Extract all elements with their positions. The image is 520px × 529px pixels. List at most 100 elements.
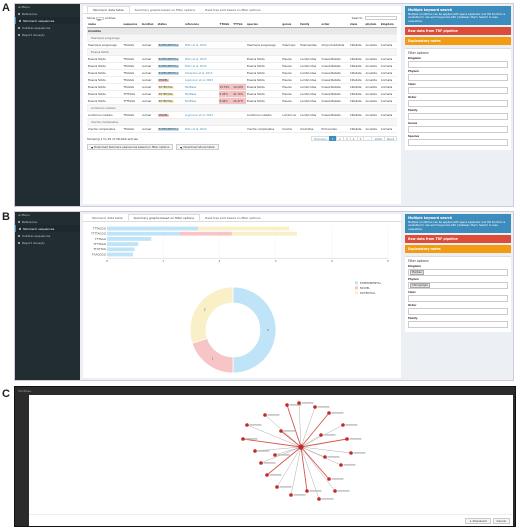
network-node[interactable] — [289, 493, 293, 497]
tab-summary-graphs[interactable]: Summary graphs based on filter options — [127, 214, 201, 221]
table-row[interactable]: Urechis complanatus TTAGGG nuclear EXPERIME… — [87, 125, 397, 133]
filter-chip[interactable]: Plantae — [410, 270, 424, 276]
network-node[interactable] — [323, 455, 327, 459]
table-subgroup-row[interactable]: Eisenia fetida — [87, 48, 397, 56]
cell-reference[interactable]: TeloBase — [183, 90, 219, 98]
sidebar-item-report[interactable]: Report issue(s) — [15, 31, 80, 38]
column-header-order[interactable]: order — [320, 22, 349, 28]
filter-input-class[interactable] — [408, 87, 508, 95]
tab-data-table[interactable]: Telomeric data table — [87, 6, 130, 13]
cell-reference[interactable]: Cobanllus et al. 2013 — [183, 69, 219, 77]
bar-segment[interactable] — [107, 242, 139, 246]
table-row[interactable]: Haemopis sanguisuga TTAGGG nuclear EXPERIME… — [87, 41, 397, 49]
cell-reference[interactable]: Lugonovic et al. 2023 — [183, 76, 219, 84]
column-header-class[interactable]: class — [348, 22, 365, 28]
network-node[interactable] — [339, 463, 343, 467]
network-node[interactable] — [305, 489, 309, 493]
raw-data-box[interactable]: Raw data from TRF pipeline — [405, 235, 511, 244]
table-row[interactable]: Eisenia fetida TTAGGG nuclear EXPERIMENTAL P… — [87, 62, 397, 70]
filter-input-phylum[interactable]: Chlorophyta — [408, 282, 508, 290]
tab-summary-graphs[interactable]: Summary graphs based on filter options — [134, 7, 196, 12]
cell-reference[interactable]: Pilkin et al. 2020 — [183, 62, 219, 70]
column-header-phylum[interactable]: phylum — [364, 22, 380, 28]
network-node[interactable] — [259, 461, 263, 465]
bar-segment[interactable] — [107, 237, 152, 241]
sidebar-item-telomeric[interactable]: Telomeric sequences — [15, 225, 80, 232]
table-row[interactable]: Eisenia fetida TTAGGG nuclear MODEL Lugonovi… — [87, 76, 397, 84]
network-node[interactable] — [241, 437, 245, 441]
column-header-name[interactable]: name — [87, 22, 123, 28]
bar-segment[interactable] — [107, 252, 134, 257]
network-node[interactable] — [253, 449, 257, 453]
network-node[interactable] — [285, 403, 289, 407]
sidebar-item-reference[interactable]: Reference — [15, 218, 80, 225]
column-header-genus[interactable]: genus — [281, 22, 300, 28]
filter-input-order[interactable] — [408, 100, 508, 108]
cell-reference[interactable]: Pilkin et al. 2020 — [183, 125, 219, 133]
table-subgroup-row[interactable]: Urechis complanatus — [87, 118, 397, 126]
bar-segment[interactable] — [107, 247, 135, 252]
sidebar-item-reference[interactable]: Reference — [15, 10, 80, 17]
page-length-select[interactable]: 25 — [96, 16, 105, 22]
filter-input-family[interactable] — [408, 113, 508, 121]
network-node[interactable] — [279, 429, 283, 433]
network-node[interactable] — [327, 477, 331, 481]
network-cancel-button[interactable]: Cancel — [492, 517, 510, 524]
menu-header[interactable]: ≡ Menu — [18, 5, 30, 9]
column-header-status[interactable]: status — [156, 22, 184, 28]
network-node[interactable] — [349, 451, 353, 455]
network-node[interactable] — [263, 413, 267, 417]
network-node[interactable] — [273, 453, 277, 457]
filter-input-species[interactable] — [408, 139, 508, 147]
table-group-row[interactable]: Annelida — [87, 27, 397, 35]
filter-input-kingdom[interactable]: Plantae — [408, 269, 508, 277]
cell-reference[interactable]: TeloBase — [183, 83, 219, 91]
bar-segment[interactable] — [179, 231, 232, 236]
table-row[interactable]: Eisenia fetida TTAGGG nuclear POTENTIAL Telo… — [87, 83, 397, 91]
network-node[interactable] — [341, 423, 345, 427]
download-filtered-button[interactable]: ↓ Download telomere sequences based on fi… — [87, 144, 174, 150]
filter-input-class[interactable] — [408, 295, 508, 303]
explanatory-notes-box[interactable]: Explanatory notes — [405, 37, 511, 46]
column-header-tttlg[interactable]: TTTLG — [232, 22, 247, 28]
sidebar-item-subtelo[interactable]: Subtelo sequences — [15, 232, 80, 239]
network-node[interactable] — [275, 485, 279, 489]
network-node[interactable] — [245, 423, 249, 427]
donut-slice[interactable] — [232, 286, 277, 374]
network-node[interactable] — [265, 473, 269, 477]
network-node[interactable] — [327, 411, 331, 415]
filter-chip[interactable]: Chlorophyta — [410, 283, 430, 289]
column-header-species[interactable]: species — [246, 22, 282, 28]
cell-reference[interactable]: Pilkin et al. 2020 — [183, 55, 219, 63]
page-link[interactable]: Next — [384, 136, 397, 141]
sidebar-item-subtelo[interactable]: Subtelo sequences — [15, 24, 80, 31]
table-row[interactable]: Eisenia fetida TTAGGG nuclear EXPERIMENTAL P… — [87, 55, 397, 63]
download-all-button[interactable]: ↓ Download whole table — [176, 144, 219, 150]
legend-label[interactable]: POTENTIAL — [360, 291, 376, 295]
network-node[interactable] — [317, 497, 321, 501]
network-download-button[interactable]: ↓ Download — [465, 517, 491, 524]
bar-segment[interactable] — [231, 231, 297, 236]
column-header-kingdom[interactable]: kingdom — [379, 22, 397, 28]
filter-input-family[interactable] — [408, 321, 508, 329]
column-header-reference[interactable]: reference — [183, 22, 219, 28]
table-subgroup-row[interactable]: Haemopis sanguisuga — [87, 34, 397, 42]
network-node[interactable] — [333, 489, 337, 493]
sidebar-item-telomeric[interactable]: Telomeric sequences — [15, 17, 80, 24]
column-header-location[interactable]: location — [140, 22, 157, 28]
bar-segment[interactable] — [107, 226, 199, 231]
cell-reference[interactable]: Lugonovic et al. 2023 — [183, 111, 219, 119]
column-header-ttagg[interactable]: TTAGG — [218, 22, 233, 28]
raw-data-box[interactable]: Raw data from TRF pipeline — [405, 27, 511, 36]
bar-segment[interactable] — [198, 226, 290, 231]
legend-label[interactable]: MODEL — [360, 286, 371, 290]
table-row[interactable]: Lumbricus rubellus TTAGGG nuclear MODEL Lugo… — [87, 111, 397, 119]
network-node[interactable] — [345, 437, 349, 441]
legend-label[interactable]: EXPERIMENTAL — [360, 281, 382, 285]
bar-segment[interactable] — [107, 231, 180, 236]
network-node[interactable] — [319, 433, 323, 437]
filter-input-kingdom[interactable] — [408, 61, 508, 69]
network-hub-node[interactable] — [298, 444, 304, 450]
cell-reference[interactable]: TeloBase — [183, 97, 219, 105]
network-node[interactable] — [297, 401, 301, 405]
